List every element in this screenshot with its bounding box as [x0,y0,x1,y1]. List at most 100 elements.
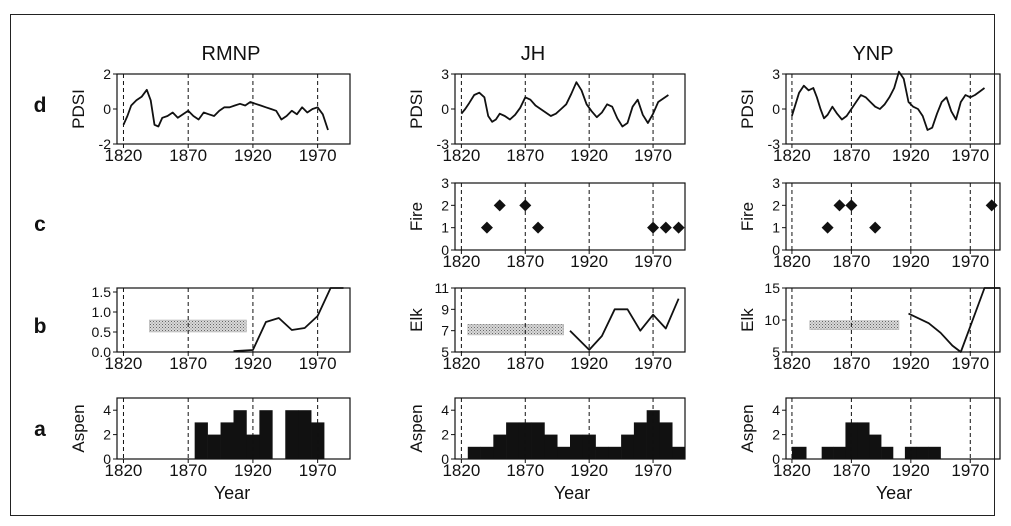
y-tick-label: 4 [441,402,449,418]
plot-frame [454,287,686,353]
x-tick-label: 1970 [299,461,337,480]
x-tick-label: 1870 [832,354,870,373]
panel-ynp-d: -3 0 3 1820 1870 1920 1970 PDSI [738,66,1001,165]
series-line [122,88,329,131]
y-tick-label: 3 [441,66,449,82]
data-point [672,221,685,234]
y-tick-label: 3 [441,175,449,191]
series-line [233,287,344,353]
y-tick-label: 5 [772,344,780,360]
x-tick-label: 1820 [105,146,143,165]
bar [506,422,520,459]
panel-jh-b: 5 7 9 11 1820 1870 1920 1970 Elk [407,280,686,373]
panel-ynp-c: 0 1 2 3 1820 1870 1920 1970 Fire [738,175,1001,271]
panel-ynp-a: 0 2 4 1820 1870 1920 1970 Aspen [738,397,1001,480]
y-tick-label: 9 [441,301,449,317]
y-axis-label: Aspen [407,404,426,452]
x-tick-label: 1970 [634,252,672,271]
data-point [493,199,506,212]
plot-frame [785,73,1001,145]
bar [220,422,234,459]
x-tick-label: 1870 [506,146,544,165]
x-tick-label: 1820 [773,146,811,165]
bar [904,446,918,459]
bar [672,446,686,459]
series-line [908,287,1000,353]
x-tick-label: 1920 [892,252,930,271]
y-tick-label: 0 [441,101,449,117]
y-axis-label: Fire [738,202,757,231]
x-tick-label: 1820 [105,461,143,480]
data-point [985,199,998,212]
bar [480,446,494,459]
y-tick-label: 1 [441,220,449,236]
y-tick-label: 1 [772,220,780,236]
plot-frame [785,287,1001,353]
bar [791,446,807,459]
data-point [845,199,858,212]
plot-frame [116,287,351,353]
column-title-ynp: YNP [852,43,893,65]
bar [659,422,673,459]
bar [298,410,312,459]
x-tick-label: 1870 [506,354,544,373]
y-tick-label: 1.5 [92,284,112,300]
data-point [833,199,846,212]
bar [194,422,208,459]
data-point [821,221,834,234]
data-point [532,221,545,234]
x-axis-title-rmnp: Year [214,483,250,503]
x-tick-label: 1970 [299,354,337,373]
y-tick-label: 11 [434,280,449,296]
y-tick-label: 2 [441,197,449,213]
plot-frame [785,397,1001,460]
x-tick-label: 1920 [570,252,608,271]
bar [207,434,221,459]
y-tick-label: 0 [103,451,111,467]
x-tick-label: 1870 [832,461,870,480]
bar [857,422,870,459]
figure-frame [10,14,995,516]
bar [246,434,260,459]
x-tick-label: 1870 [506,252,544,271]
plot-frame [116,397,351,460]
data-point [659,221,672,234]
data-point [519,199,532,212]
data-point [647,221,660,234]
shaded-band [149,319,247,333]
y-tick-label: 0.5 [92,324,112,340]
y-axis-label: Aspen [738,404,757,452]
data-point [480,221,493,234]
y-tick-label: 2 [441,427,449,443]
bar [285,410,299,459]
y-tick-label: 0 [772,101,780,117]
bar [595,446,609,459]
x-tick-label: 1820 [442,146,480,165]
x-tick-label: 1870 [169,354,207,373]
bar [493,434,507,459]
bar [633,422,647,459]
series-line [569,298,680,351]
bar [916,446,929,459]
x-tick-label: 1920 [234,461,272,480]
x-tick-label: 1920 [570,461,608,480]
y-tick-label: 2 [772,197,780,213]
bar [621,434,635,459]
x-tick-label: 1920 [234,354,272,373]
row-label-b: b [34,315,47,338]
y-axis-label: Elk [407,308,426,332]
x-tick-label: 1970 [634,354,672,373]
y-axis-label: PDSI [69,89,88,129]
x-tick-label: 1870 [169,146,207,165]
column-title-rmnp: RMNP [202,43,261,65]
x-tick-label: 1820 [442,461,480,480]
y-axis-label: PDSI [738,89,757,129]
data-point [869,221,882,234]
bar [570,434,584,459]
shaded-band [467,324,564,336]
y-tick-label: 3 [772,175,780,191]
panel-jh-c: 0 1 2 3 1820 1870 1920 1970 Fire [407,175,686,271]
bar [531,422,545,459]
y-tick-label: 1.0 [92,304,112,320]
x-tick-label: 1920 [892,354,930,373]
